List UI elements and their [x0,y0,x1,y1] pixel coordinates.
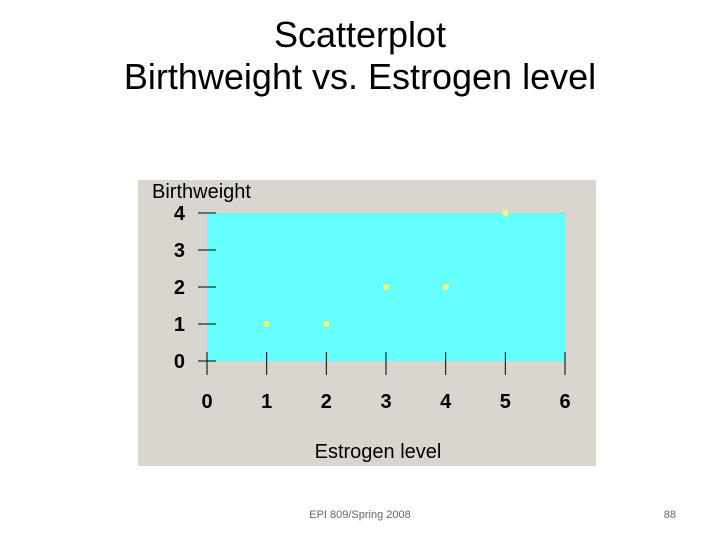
x-tick-label: 3 [380,391,391,413]
y-tick-label: 3 [174,240,185,262]
x-axis-label: Estrogen level [314,441,442,463]
data-point [442,284,449,290]
x-tick-label: 5 [500,391,511,413]
data-point [323,321,330,327]
data-point [263,321,270,327]
y-axis-label: Birthweight [152,181,251,203]
data-point [383,284,389,290]
slide-title: Scatterplot Birthweight vs. Estrogen lev… [0,14,720,98]
title-line-1: Scatterplot [273,14,447,55]
y-tick-label: 1 [174,314,185,336]
y-tick-label: 0 [174,351,185,373]
x-tick-label: 2 [321,391,332,413]
x-tick-label: 6 [559,391,570,413]
y-tick-label: 4 [174,203,186,225]
data-points [263,210,509,327]
slide-footer: EPI 809/Spring 2008 [309,509,411,521]
x-tick-label: 4 [440,391,452,413]
data-point [502,210,509,216]
x-tick-label: 1 [261,391,272,413]
title-line-2: Birthweight vs. Estrogen level [123,56,597,97]
y-tick-label: 2 [174,277,185,299]
axes: 0 1 2 3 4 0 1 2 3 4 5 6 [174,203,571,413]
page-number: 88 [663,509,676,521]
x-tick-label: 0 [201,391,212,413]
